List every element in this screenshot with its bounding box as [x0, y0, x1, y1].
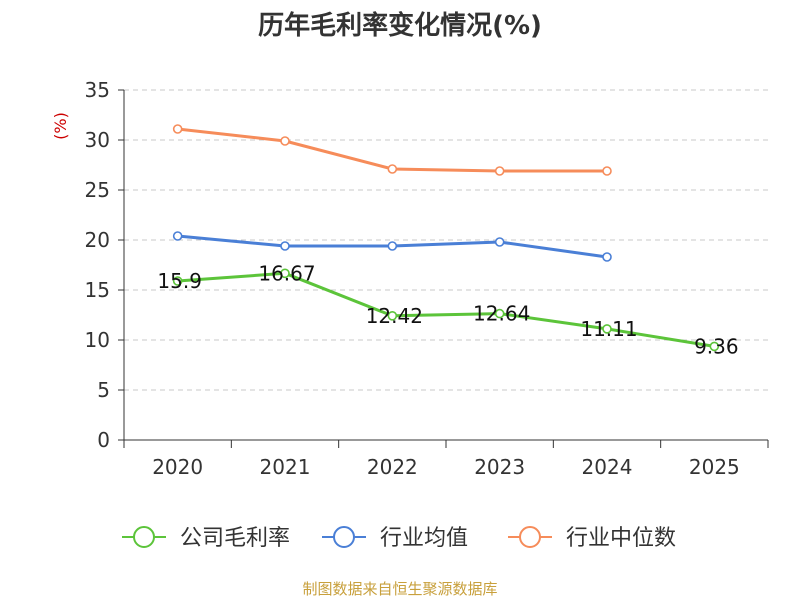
legend-marker: [133, 526, 155, 548]
x-tick-label: 2023: [474, 455, 525, 479]
data-point: [280, 241, 290, 251]
data-point: [387, 164, 398, 174]
legend-label: 行业均值: [380, 526, 468, 551]
data-point: [280, 268, 290, 279]
x-tick-label: 2024: [582, 455, 633, 479]
data-point: [172, 124, 183, 134]
chart-title: 历年毛利率变化情况(%): [258, 10, 542, 41]
data-label: 11.11: [580, 317, 637, 341]
data-point: [709, 341, 720, 352]
y-tick-label: 10: [85, 328, 110, 352]
data-point: [280, 136, 290, 146]
data-point: [387, 310, 398, 321]
data-labels: 15.9 16.67 12.42 12.64 11.11 9.36: [157, 261, 738, 358]
legend-marker: [519, 526, 541, 548]
data-label: 12.64: [473, 302, 530, 326]
legend-label: 行业中位数: [566, 526, 676, 551]
y-tick-label: 5: [97, 378, 110, 402]
data-point: [172, 276, 183, 286]
legend[interactable]: 公司毛利率 行业均值 行业中位数: [122, 526, 676, 551]
data-point: [602, 252, 612, 262]
series-line-0: [177, 271, 715, 348]
x-tick-label: 2020: [152, 455, 203, 479]
data-label: 9.36: [694, 334, 739, 358]
y-tick-label: 15: [85, 278, 110, 302]
x-tick-label: 2021: [260, 455, 311, 479]
x-tick-label: 2025: [689, 455, 740, 479]
x-tick-label: 2022: [367, 455, 418, 479]
data-point: [172, 231, 183, 241]
data-label: 16.67: [258, 261, 315, 285]
y-axis-unit: (%): [51, 112, 70, 140]
data-label: 12.42: [366, 304, 423, 328]
series-layer: [172, 124, 720, 352]
data-point: [494, 166, 505, 176]
legend-label: 公司毛利率: [180, 526, 290, 551]
y-tick-label: 35: [85, 78, 110, 102]
data-point: [494, 308, 505, 319]
data-point: [602, 166, 612, 176]
y-tick-label: 20: [85, 228, 110, 252]
data-point: [387, 241, 398, 251]
y-tick-label: 0: [97, 428, 110, 452]
y-tick-label: 25: [85, 178, 110, 202]
y-tick-label: 30: [85, 128, 110, 152]
source-note: 制图数据来自恒生聚源数据库: [302, 580, 497, 598]
data-point: [494, 237, 505, 247]
data-point: [602, 324, 612, 334]
legend-marker: [333, 526, 355, 548]
data-label: 15.9: [157, 269, 202, 293]
